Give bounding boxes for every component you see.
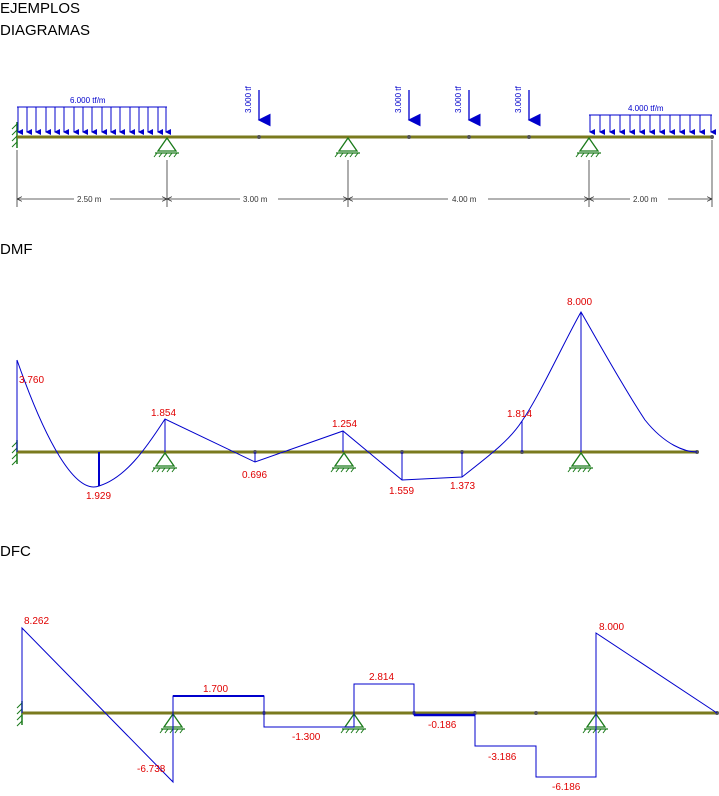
pin-support-icon: [153, 136, 179, 158]
dmf-curve: [16, 310, 698, 488]
dim-span-4: 2.00 m: [633, 195, 658, 204]
point-load-4: 3.000 tf: [514, 86, 541, 127]
point-load-3: 3.000 tf: [454, 86, 481, 127]
dfc-value-label: 8.000: [599, 622, 624, 633]
title-ejemplos: EJEMPLOS: [0, 0, 81, 17]
pin-support-icon: [340, 712, 366, 734]
point-load-2: 3.000 tf: [394, 86, 421, 127]
point-load-2-label: 3.000 tf: [394, 86, 403, 113]
dmf-value-label: 3.760: [19, 375, 44, 386]
section-title-dmf: DMF: [0, 241, 33, 258]
dmf-value-label: 1.854: [151, 408, 176, 419]
dmf-value-label: 1.559: [389, 486, 414, 497]
dfc-shear-line: [21, 626, 718, 784]
dmf-value-label: 1.373: [450, 481, 475, 492]
pin-support-icon: [567, 451, 593, 473]
dfc-value-label: 1.700: [203, 684, 228, 695]
pin-support-icon: [575, 136, 601, 158]
point-load-3-label: 3.000 tf: [454, 86, 463, 113]
dfc-diagram: 8.262 -6.738 1.700 -1.300 2.814 -0.186 -…: [16, 616, 719, 793]
dist-load-right-label: 4.000 tf/m: [628, 104, 664, 113]
point-load-1-label: 3.000 tf: [244, 86, 253, 113]
structure-model: 6.000 tf/m 4.000 tf/m: [11, 86, 716, 207]
fixed-support-icon: [11, 440, 18, 466]
pin-support-icon: [330, 451, 356, 473]
dfc-value-label: -6.186: [552, 782, 581, 793]
section-title-dfc: DFC: [0, 543, 31, 560]
dim-span-3: 4.00 m: [452, 195, 477, 204]
dfc-value-label: -6.738: [137, 764, 166, 775]
dim-span-2: 3.00 m: [243, 195, 268, 204]
dmf-value-label: 1.929: [86, 491, 111, 502]
pin-support-icon: [334, 136, 360, 158]
dim-span-1: 2.50 m: [77, 195, 102, 204]
fixed-support-icon: [16, 701, 23, 727]
dfc-value-label: 8.262: [24, 616, 49, 627]
distributed-load-right: 4.000 tf/m: [589, 104, 716, 135]
dmf-diagram: 3.760 1.929 1.854 0.696 1.254 1.559 1.37…: [11, 297, 699, 502]
point-load-4-label: 3.000 tf: [514, 86, 523, 113]
fixed-support-icon: [11, 122, 18, 148]
dmf-value-label: 1.254: [332, 419, 357, 430]
dfc-value-label: 2.814: [369, 672, 394, 683]
dist-load-left-label: 6.000 tf/m: [70, 96, 106, 105]
dmf-value-label: 0.696: [242, 470, 267, 481]
pin-support-icon: [151, 451, 177, 473]
distributed-load-left: 6.000 tf/m: [17, 96, 171, 135]
point-load-1: 3.000 tf: [244, 86, 271, 127]
title-diagramas: DIAGRAMAS: [0, 22, 91, 39]
dimension-lines: [16, 140, 713, 207]
dmf-value-label: 1.814: [507, 409, 532, 420]
dfc-value-label: -1.300: [292, 732, 321, 743]
dfc-value-label: -0.186: [428, 720, 457, 731]
dfc-value-label: -3.186: [488, 752, 517, 763]
dmf-value-label: 8.000: [567, 297, 592, 308]
